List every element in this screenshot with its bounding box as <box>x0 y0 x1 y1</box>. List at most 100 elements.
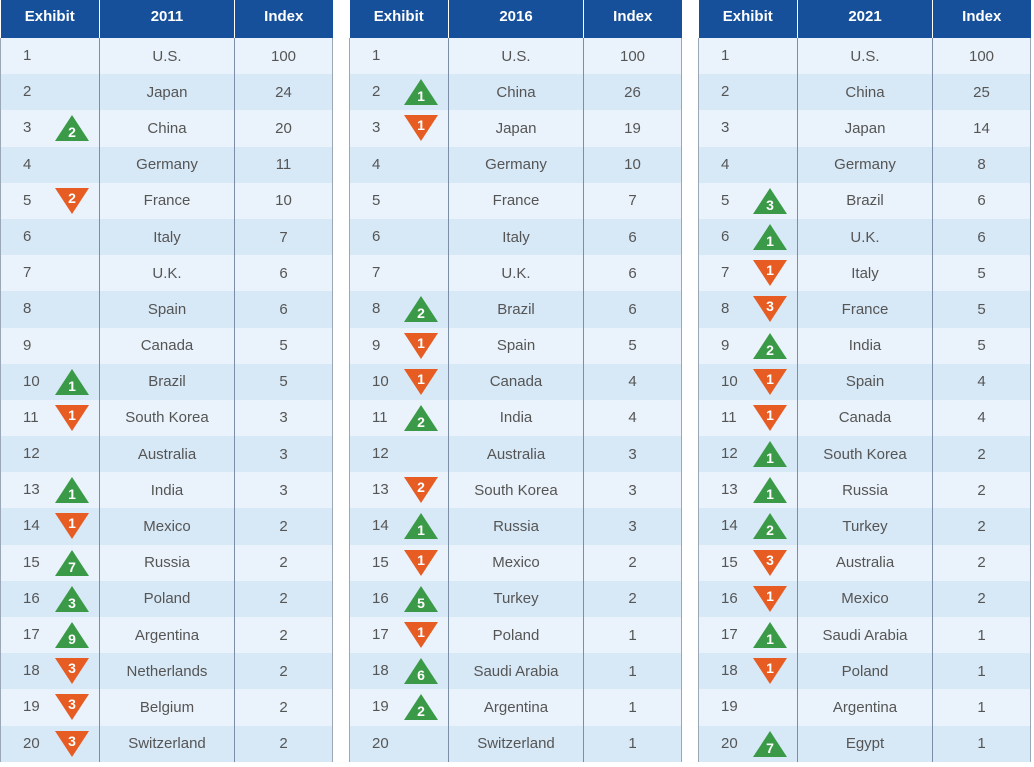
index-cell: 2 <box>234 544 333 581</box>
table-row: 20 3 Switzerland 2 <box>0 725 333 762</box>
index-cell: 5 <box>932 327 1031 364</box>
rank-cell: 13 1 <box>0 472 100 509</box>
table-row: 19 3 Belgium 2 <box>0 689 333 726</box>
rank-number: 4 <box>23 155 32 173</box>
rank-up-icon: 1 <box>753 477 787 504</box>
rank-number: 5 <box>721 191 730 209</box>
rank-cell: 12 1 <box>698 436 798 473</box>
index-cell: 6 <box>583 218 682 256</box>
rank-number: 5 <box>23 191 32 209</box>
rank-change-value: 1 <box>417 552 425 568</box>
rank-cell: 9 <box>0 327 100 364</box>
rank-up-icon: 1 <box>55 368 89 395</box>
rank-cell: 14 2 <box>698 508 798 545</box>
index-cell: 2 <box>583 580 682 617</box>
rank-number: 12 <box>372 445 389 463</box>
rank-number: 7 <box>721 264 730 282</box>
rank-change-value: 1 <box>766 407 774 423</box>
table-row: 10 1 Brazil 5 <box>0 363 333 400</box>
index-cell: 3 <box>583 436 682 473</box>
index-cell: 3 <box>583 472 682 509</box>
table-row: 19 2 Argentina 1 <box>349 689 682 726</box>
table-row: 15 7 Russia 2 <box>0 544 333 581</box>
table-row: 17 1 Saudi Arabia 1 <box>698 617 1031 654</box>
rank-up-icon: 1 <box>55 477 89 504</box>
header-exhibit: Exhibit <box>0 0 100 38</box>
rank-number: 10 <box>23 372 40 390</box>
rank-number: 6 <box>721 227 730 245</box>
rank-cell: 3 <box>698 110 798 147</box>
table-row: 20 Switzerland 1 <box>349 725 682 762</box>
country-cell: Germany <box>448 146 584 183</box>
rank-cell: 14 1 <box>0 508 100 545</box>
country-cell: Canada <box>797 399 933 437</box>
rank-cell: 19 3 <box>0 689 100 726</box>
index-cell: 2 <box>932 472 1031 509</box>
rank-cell: 12 <box>0 436 100 473</box>
index-cell: 2 <box>234 580 333 617</box>
rank-number: 9 <box>721 336 730 354</box>
rank-number: 12 <box>23 445 40 463</box>
country-cell: Russia <box>797 472 933 509</box>
index-cell: 2 <box>234 653 333 690</box>
country-cell: Belgium <box>99 689 235 726</box>
rank-change-value: 1 <box>417 117 425 133</box>
rank-cell: 20 <box>349 725 449 762</box>
country-cell: China <box>797 74 933 111</box>
rank-cell: 12 <box>349 436 449 473</box>
country-cell: Brazil <box>448 291 584 328</box>
rank-up-icon: 9 <box>55 622 89 648</box>
country-cell: Saudi Arabia <box>797 617 933 654</box>
table-row: 6 Italy 7 <box>0 218 333 256</box>
country-cell: China <box>448 74 584 111</box>
index-cell: 5 <box>234 327 333 364</box>
rank-number: 2 <box>721 83 730 101</box>
index-cell: 1 <box>932 617 1031 654</box>
country-cell: Canada <box>448 363 584 400</box>
rank-number: 18 <box>23 662 40 680</box>
rank-cell: 11 1 <box>698 399 798 437</box>
country-cell: U.S. <box>797 38 933 75</box>
rank-cell: 7 <box>0 255 100 292</box>
index-cell: 2 <box>932 436 1031 473</box>
table-row: 15 1 Mexico 2 <box>349 544 682 581</box>
rank-up-icon: 1 <box>753 441 787 468</box>
index-cell: 2 <box>932 544 1031 581</box>
rank-number: 17 <box>372 626 389 643</box>
table-row: 6 Italy 6 <box>349 218 682 256</box>
table-row: 14 1 Russia 3 <box>349 508 682 545</box>
index-cell: 2 <box>583 544 682 581</box>
table-row: 18 1 Poland 1 <box>698 653 1031 690</box>
table-row: 8 Spain 6 <box>0 291 333 328</box>
index-cell: 100 <box>932 38 1031 75</box>
rank-number: 4 <box>721 155 730 173</box>
rank-number: 12 <box>721 445 738 463</box>
index-cell: 6 <box>234 291 333 328</box>
index-cell: 25 <box>932 74 1031 111</box>
rank-down-icon: 1 <box>55 404 89 431</box>
rank-number: 19 <box>372 698 389 716</box>
country-cell: Poland <box>99 580 235 617</box>
rank-number: 10 <box>372 372 389 390</box>
header-row: Exhibit 2011 Index <box>0 0 333 38</box>
index-cell: 5 <box>234 363 333 400</box>
country-cell: U.S. <box>99 38 235 75</box>
rank-number: 13 <box>721 481 738 499</box>
rank-number: 7 <box>23 264 32 282</box>
index-cell: 6 <box>932 218 1031 256</box>
rank-number: 14 <box>23 517 40 535</box>
rank-cell: 15 3 <box>698 544 798 581</box>
index-cell: 7 <box>234 218 333 256</box>
rank-down-icon: 3 <box>55 694 89 721</box>
rank-number: 13 <box>23 481 40 499</box>
rank-cell: 10 1 <box>0 363 100 400</box>
country-cell: Egypt <box>797 725 933 762</box>
rank-number: 11 <box>721 408 737 426</box>
table-row: 2 China 25 <box>698 74 1031 111</box>
table-row: 11 2 India 4 <box>349 399 682 437</box>
rank-cell: 20 3 <box>0 725 100 762</box>
header-exhibit: Exhibit <box>349 0 449 38</box>
rank-cell: 2 <box>698 74 798 111</box>
index-cell: 4 <box>932 363 1031 400</box>
